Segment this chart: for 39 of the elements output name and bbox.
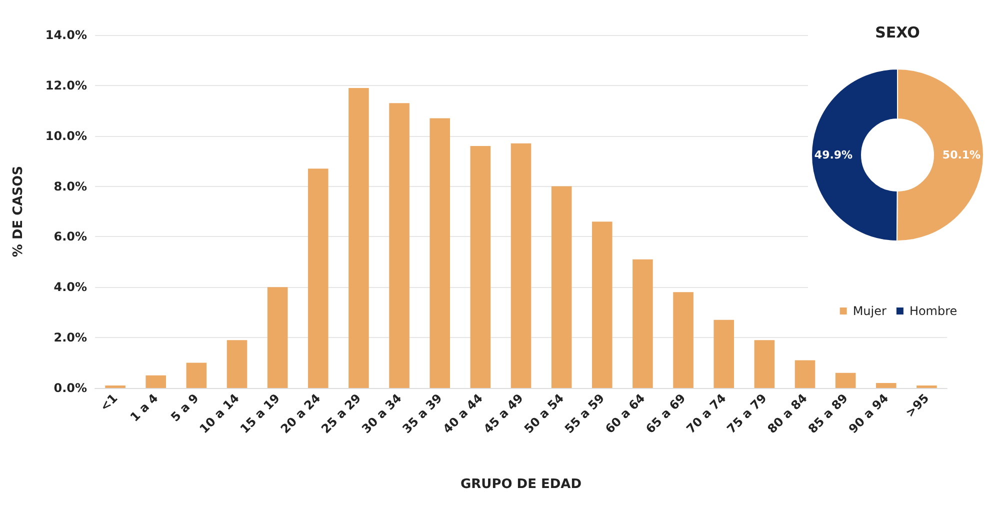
bar xyxy=(876,382,896,388)
bar xyxy=(105,385,126,388)
data-label: 49.9% xyxy=(814,148,853,162)
y-tick-label: 8.0% xyxy=(54,179,87,194)
bar xyxy=(308,168,328,388)
y-tick-label: 10.0% xyxy=(45,128,87,143)
y-tick-label: 0.0% xyxy=(54,381,87,395)
chart-title: SEXO xyxy=(875,24,920,42)
bar xyxy=(551,186,572,388)
y-tick-label: 14.0% xyxy=(45,28,87,42)
bar xyxy=(186,362,207,388)
bar xyxy=(916,385,937,388)
bar xyxy=(592,222,612,388)
legend-label: Hombre xyxy=(909,304,958,318)
bar xyxy=(348,88,369,388)
y-tick-label: 4.0% xyxy=(54,280,87,294)
x-axis-title: GRUPO DE EDAD xyxy=(460,477,582,492)
bar xyxy=(470,146,491,388)
data-label: 50.1% xyxy=(942,148,981,162)
y-tick-label: 2.0% xyxy=(54,330,87,345)
x-tick-label: 90 a 94 xyxy=(846,391,892,436)
bar xyxy=(632,259,653,388)
bar xyxy=(267,287,288,388)
bar xyxy=(146,375,166,388)
bar xyxy=(430,118,450,388)
y-tick-label: 6.0% xyxy=(54,230,87,244)
x-tick-label: <1 xyxy=(97,391,120,414)
bar xyxy=(835,372,856,388)
bar xyxy=(389,103,410,388)
y-axis-title: % DE CASOS xyxy=(11,166,26,258)
bar xyxy=(226,340,248,388)
bar xyxy=(510,143,532,388)
y-tick-label: 12.0% xyxy=(45,78,87,92)
legend-label: Mujer xyxy=(852,304,887,318)
bar xyxy=(673,292,694,388)
bar xyxy=(714,320,734,388)
x-tick-label: 1 a 4 xyxy=(127,391,161,424)
bar xyxy=(754,340,775,388)
bar xyxy=(794,360,816,388)
